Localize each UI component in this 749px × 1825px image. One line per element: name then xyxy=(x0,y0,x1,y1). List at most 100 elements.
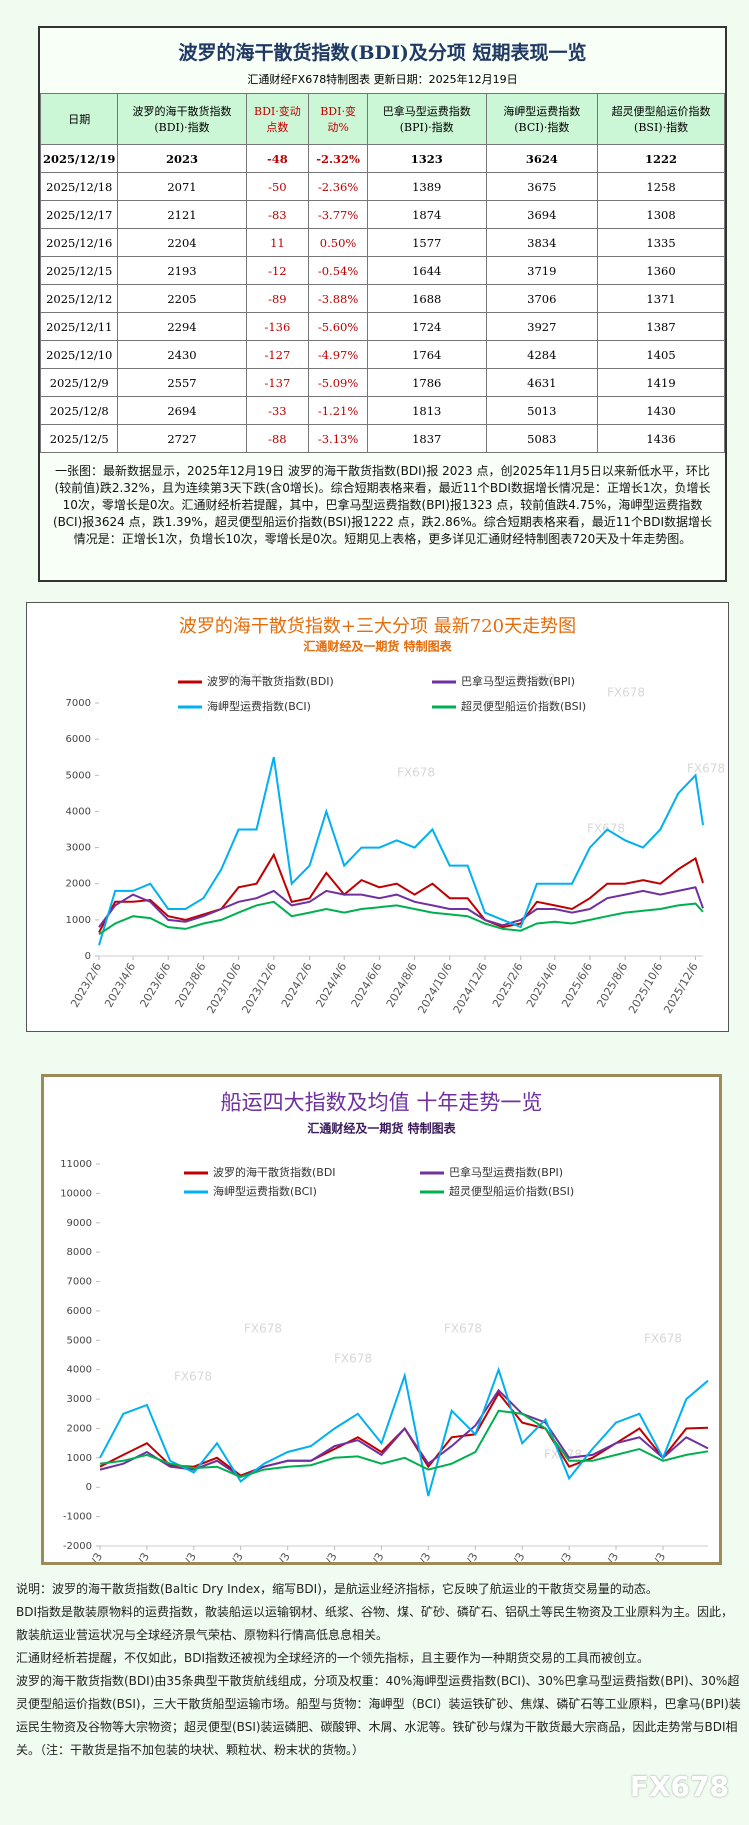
table-row: 2025/12/17 2121 -83 -3.77% 1874 3694 1308 xyxy=(39,200,725,229)
table-row: 2025/12/12 2205 -89 -3.88% 1688 3706 1371 xyxy=(39,284,725,313)
x-tick-label: 2023/4/6 xyxy=(102,961,138,1010)
table-row: 2025/12/10 2430 -127 -4.97% 1764 4284 1405 xyxy=(39,340,725,369)
series-line xyxy=(99,1366,709,1497)
table-cell: 11 xyxy=(245,228,310,257)
x-tick-label: 2023/1/3 xyxy=(538,1551,574,1566)
y-tick-label: 3000 xyxy=(67,1394,92,1405)
table-cell: -89 xyxy=(245,284,310,313)
table-cell: 2071 xyxy=(117,172,247,201)
x-tick-label: 2024/12/6 xyxy=(451,961,490,1016)
table-cell: 1405 xyxy=(597,340,725,369)
y-tick-label: 10000 xyxy=(60,1188,92,1199)
y-tick-label: 5000 xyxy=(66,770,91,781)
notes: 说明：波罗的海干散货指数(Baltic Dry Index，缩写BDI)，是航运… xyxy=(16,1578,741,1762)
x-tick-label: 2023/2/6 xyxy=(68,961,104,1010)
table-cell: 2025/12/10 xyxy=(39,340,119,369)
table-cell: 1360 xyxy=(597,256,725,285)
table-cell: -48 xyxy=(245,144,310,173)
table-cell: 1813 xyxy=(366,396,487,425)
note-paragraph: BDI指数是散装原物料的运费指数，散装船运以运输钢材、纸浆、谷物、煤、矿砂、磷矿… xyxy=(16,1605,734,1642)
data-table: 日期 波罗的海干散货指数(BDI)·指数 BDI·变动点数 BDI·变动% 巴拿马型运费… xyxy=(39,93,725,453)
watermark: FX678 xyxy=(687,762,725,776)
x-tick-label: 2023/6/6 xyxy=(137,961,173,1010)
y-tick-label: 8000 xyxy=(67,1247,92,1258)
legend-label: 巴拿马型运费指数(BPI) xyxy=(449,1165,563,1179)
y-tick-label: 7000 xyxy=(67,1277,92,1288)
table-cell: -88 xyxy=(245,424,310,453)
table-cell: 1688 xyxy=(366,284,487,313)
table-cell: 1258 xyxy=(597,172,725,201)
table-cell: 3694 xyxy=(485,200,599,229)
table-cell: 3927 xyxy=(485,312,599,341)
table-cell: 1389 xyxy=(366,172,487,201)
summary-text: 一张图：最新数据显示，2025年12月19日 波罗的海干散货指数(BDI)报 2… xyxy=(52,464,713,546)
table-cell: 3624 xyxy=(485,144,599,173)
note-paragraph: 汇通财经析若提醒，不仅如此，BDI指数还被视为全球经济的一个领先指标，且主要作为… xyxy=(16,1651,650,1665)
x-tick-label: 2024/10/6 xyxy=(415,961,454,1016)
watermark: FX678 xyxy=(244,1322,282,1336)
y-tick-label: 11000 xyxy=(60,1159,92,1170)
table-cell: 4631 xyxy=(485,368,599,397)
series-line xyxy=(98,852,704,933)
table-cell: 1308 xyxy=(597,200,725,229)
table-row: 2025/12/5 2727 -88 -3.13% 1837 5083 1436 xyxy=(39,424,725,453)
table-cell: -3.13% xyxy=(308,424,368,453)
header-cell: BDI·变动点数 xyxy=(245,93,310,145)
table-cell: -50 xyxy=(245,172,310,201)
x-tick-label: 2017/1/3 xyxy=(257,1551,293,1566)
legend-label: 超灵便型船运价指数(BSI) xyxy=(461,699,586,713)
table-row: 2025/12/15 2193 -12 -0.54% 1644 3719 1360 xyxy=(39,256,725,285)
table-cell: -3.77% xyxy=(308,200,368,229)
x-tick-label: 2023/12/6 xyxy=(240,961,279,1016)
table-cell: 2025/12/9 xyxy=(39,368,119,397)
watermark: FX678 xyxy=(517,672,555,686)
x-tick-label: 2024/6/6 xyxy=(349,961,385,1010)
y-tick-label: 6000 xyxy=(66,734,91,745)
table-cell: 4284 xyxy=(485,340,599,369)
y-tick-label: 1000 xyxy=(67,1453,92,1464)
x-tick-label: 2015/1/3 xyxy=(163,1551,199,1566)
table-cell: -2.32% xyxy=(308,144,368,173)
watermark: FX678 xyxy=(174,1370,212,1384)
table-cell: 2025/12/8 xyxy=(39,396,119,425)
x-tick-label: 2018/1/3 xyxy=(304,1551,340,1566)
y-tick-label: 0 xyxy=(85,951,91,962)
table-cell: 1222 xyxy=(597,144,725,173)
table-cell: 2025/12/11 xyxy=(39,312,119,341)
watermark: FX678 xyxy=(227,672,265,686)
x-tick-label: 2025/1/3 xyxy=(632,1551,668,1566)
table-row: 2025/12/19 2023 -48 -2.32% 1323 3624 1222 xyxy=(39,144,725,173)
table-cell: 2025/12/12 xyxy=(39,284,119,313)
table-cell: -136 xyxy=(245,312,310,341)
x-tick-label: 2025/6/6 xyxy=(559,961,595,1010)
x-tick-label: 2025/10/6 xyxy=(626,961,665,1016)
header-cell: 波罗的海干散货指数(BDI)·指数 xyxy=(117,93,247,145)
chart-title: 船运四大指数及均值 十年走势一览 xyxy=(221,1091,543,1115)
table-row: 2025/12/11 2294 -136 -5.60% 1724 3927 1387 xyxy=(39,312,725,341)
watermark: FX678 xyxy=(587,822,625,836)
watermark: FX678 xyxy=(644,1332,682,1346)
legend-label: 超灵便型船运价指数(BSI) xyxy=(449,1184,574,1198)
x-tick-label: 2020/1/3 xyxy=(398,1551,434,1566)
watermark: FX678 xyxy=(629,1770,729,1803)
y-tick-label: 6000 xyxy=(67,1306,92,1317)
y-tick-label: 4000 xyxy=(66,806,91,817)
x-tick-label: 2019/1/3 xyxy=(351,1551,387,1566)
table-cell: 1430 xyxy=(597,396,725,425)
table-cell: -4.97% xyxy=(308,340,368,369)
table-cell: 2204 xyxy=(117,228,247,257)
table-cell: 2025/12/19 xyxy=(39,144,119,173)
x-tick-label: 2024/2/6 xyxy=(279,961,315,1010)
table-cell: 1577 xyxy=(366,228,487,257)
note-paragraph: 说明：波罗的海干散货指数(Baltic Dry Index，缩写BDI)，是航运… xyxy=(16,1582,658,1596)
y-tick-label: 3000 xyxy=(66,843,91,854)
x-tick-label: 2024/4/6 xyxy=(313,961,349,1010)
series-line xyxy=(98,900,704,936)
table-row: 2025/12/18 2071 -50 -2.36% 1389 3675 1258 xyxy=(39,172,725,201)
table-cell: 1387 xyxy=(597,312,725,341)
table-cell: 1419 xyxy=(597,368,725,397)
table-row: 2025/12/8 2694 -33 -1.21% 1813 5013 1430 xyxy=(39,396,725,425)
y-tick-label: 2000 xyxy=(67,1423,92,1434)
